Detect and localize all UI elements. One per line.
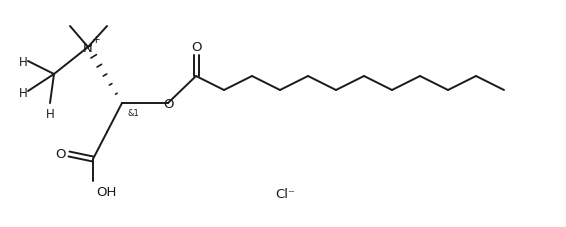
Text: O: O <box>55 148 66 161</box>
Text: N: N <box>83 41 93 54</box>
Text: +: + <box>92 35 100 45</box>
Text: Cl⁻: Cl⁻ <box>275 188 295 201</box>
Text: &1: &1 <box>127 108 139 117</box>
Text: H: H <box>19 86 27 99</box>
Text: O: O <box>191 40 201 53</box>
Text: H: H <box>19 55 27 68</box>
Text: OH: OH <box>96 185 117 198</box>
Text: H: H <box>46 107 54 120</box>
Text: O: O <box>163 97 173 110</box>
